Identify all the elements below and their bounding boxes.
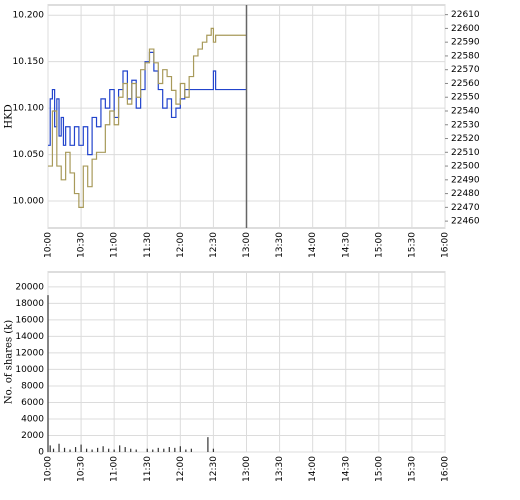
y-tick-label: 0	[38, 448, 44, 458]
y2-tick-label: 22610	[451, 10, 480, 20]
y2-tick-label: 22590	[451, 38, 480, 48]
volume-bar	[212, 448, 215, 452]
volume-bar	[74, 447, 77, 452]
x-tick-label: 11:30	[143, 456, 153, 482]
volume-bar	[97, 447, 99, 452]
x-tick-label: 14:30	[341, 232, 351, 258]
x-tick-label: 11:30	[143, 232, 153, 258]
x-tick-label: 11:00	[110, 232, 120, 258]
volume-bar	[47, 295, 49, 452]
y-tick-label: 10.200	[13, 11, 45, 21]
x-tick-label: 10:30	[77, 456, 87, 482]
y-tick-label: 14000	[15, 332, 44, 342]
volume-bar	[124, 447, 126, 452]
volume-bar	[179, 446, 181, 452]
y2-tick-label: 22580	[451, 51, 480, 61]
volume-bar	[52, 448, 55, 452]
x-tick-label: 12:30	[209, 232, 219, 258]
x-tick-label: 15:00	[374, 456, 384, 482]
y2-tick-label: 22460	[451, 217, 480, 227]
y2-tick-label: 22600	[451, 24, 480, 34]
y-tick-label: 4000	[21, 414, 44, 424]
y2-tick-label: 22540	[451, 106, 480, 116]
volume-bar	[58, 443, 60, 452]
y2-tick-label: 22520	[451, 134, 480, 144]
x-tick-label: 14:00	[308, 232, 318, 258]
volume-bar	[85, 448, 88, 452]
volume-bar	[91, 449, 93, 452]
volume-bar	[130, 448, 132, 452]
x-tick-label: 16:00	[441, 456, 451, 482]
y-axis-label: No. of shares (k)	[4, 320, 15, 404]
y2-tick-label: 22570	[451, 65, 480, 75]
volume-bar	[49, 445, 51, 452]
volume-bar	[135, 449, 137, 452]
volume-bar	[69, 449, 71, 452]
x-tick-label: 10:00	[44, 232, 54, 258]
y-tick-label: 2000	[21, 431, 44, 441]
x-tick-label: 12:30	[209, 456, 219, 482]
y-axis-label: HKD	[4, 104, 15, 128]
x-tick-label: 15:00	[374, 232, 384, 258]
y2-tick-label: 22510	[451, 148, 480, 158]
x-tick-label: 10:30	[77, 232, 87, 258]
x-tick-label: 15:30	[407, 232, 417, 258]
y2-tick-label: 22490	[451, 175, 480, 185]
y2-tick-label: 22500	[451, 162, 480, 172]
volume-bar	[119, 445, 121, 452]
x-tick-label: 12:00	[176, 232, 186, 258]
y-tick-label: 10.050	[13, 150, 45, 160]
y2-tick-label: 22480	[451, 189, 480, 199]
x-tick-label: 16:00	[441, 232, 451, 258]
volume-bar	[102, 446, 104, 452]
y2-tick-label: 22530	[451, 120, 480, 130]
x-tick-label: 12:00	[176, 456, 186, 482]
volume-bar	[163, 448, 165, 452]
x-tick-label: 13:00	[242, 232, 252, 258]
y2-tick-label: 22470	[451, 203, 480, 213]
volume-bar	[157, 447, 159, 452]
x-tick-label: 13:00	[242, 456, 252, 482]
y-tick-label: 18000	[15, 299, 44, 309]
y-tick-label: 20000	[15, 282, 44, 292]
y-tick-label: 10.000	[13, 197, 45, 207]
x-tick-label: 15:30	[407, 456, 417, 482]
x-tick-label: 13:30	[275, 456, 285, 482]
volume-bar	[113, 449, 115, 452]
volume-bar	[80, 444, 82, 452]
volume-bar	[108, 448, 110, 452]
volume-bar	[185, 449, 187, 452]
y-tick-label: 16000	[15, 315, 44, 325]
x-tick-label: 10:00	[44, 456, 54, 482]
y-tick-label: 8000	[21, 381, 44, 391]
volume-bar	[168, 447, 170, 452]
y-tick-label: 6000	[21, 398, 44, 408]
volume-bar	[63, 447, 66, 452]
x-tick-label: 14:30	[341, 456, 351, 482]
price-line	[48, 27, 247, 208]
volume-bar	[152, 449, 154, 452]
y-tick-label: 10.150	[13, 57, 45, 67]
y-tick-label: 10.100	[13, 104, 45, 114]
volume-bar	[190, 448, 192, 452]
volume-bar	[174, 447, 176, 452]
y-tick-label: 10000	[15, 365, 44, 375]
y-tick-label: 12000	[15, 348, 44, 358]
y2-tick-label: 22560	[451, 79, 480, 89]
x-tick-label: 13:30	[275, 232, 285, 258]
x-tick-label: 11:00	[110, 456, 120, 482]
x-tick-label: 14:00	[308, 456, 318, 482]
volume-bar	[146, 448, 148, 452]
volume-bar	[207, 437, 209, 452]
y2-tick-label: 22550	[451, 93, 480, 103]
